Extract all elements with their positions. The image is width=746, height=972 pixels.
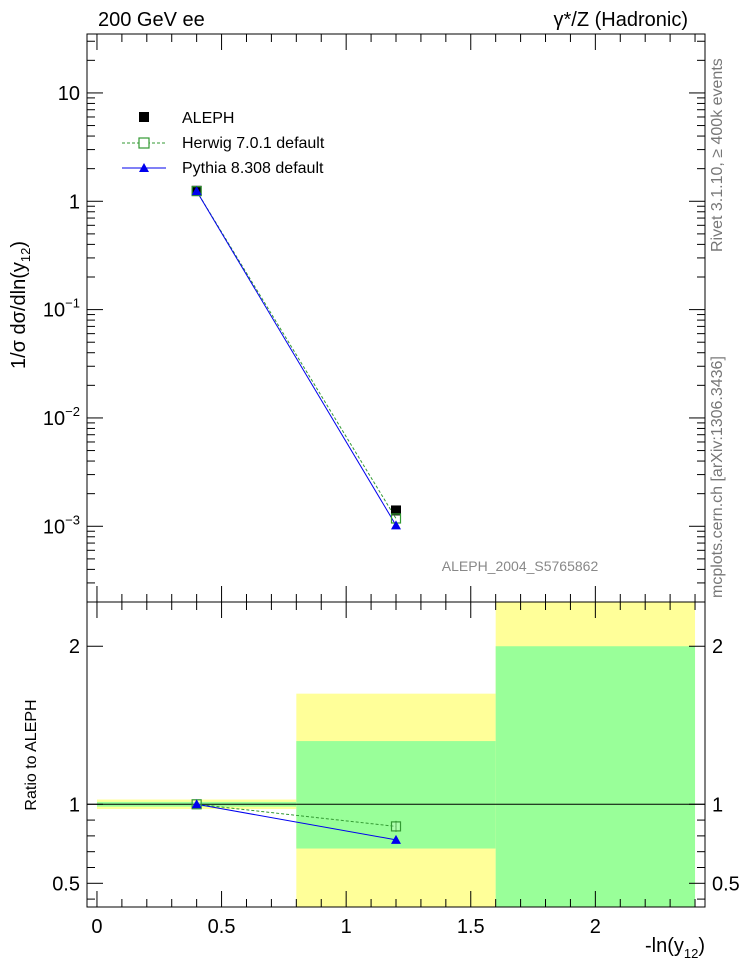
x-axis-title: -ln(y12) — [645, 935, 705, 961]
main-y-title-sub: 12 — [18, 248, 33, 262]
main-y-tick-label: 10−2 — [43, 404, 80, 430]
x-title-sub: 12 — [684, 946, 698, 961]
herwig-main-line — [196, 190, 397, 519]
x-title-close: ) — [698, 935, 705, 957]
legend-pythia-label: Pythia 8.308 default — [182, 160, 324, 177]
main-y-tick-label: 10 — [58, 83, 80, 105]
herwig-ratio-point — [390, 821, 402, 832]
main-y-tick-base: 10 — [43, 408, 65, 430]
ratio-y-tick-labels-right: 210.5 — [712, 636, 740, 895]
legend: ALEPH Herwig 7.0.1 default Pythia 8.308 … — [122, 110, 325, 177]
x-title-main: -ln(y — [645, 935, 684, 957]
x-tick-labels: 0 0.5 1 1.5 2 — [91, 916, 601, 938]
x-tick-label: 2 — [590, 916, 601, 938]
legend-pythia-marker — [139, 163, 149, 172]
pythia-main-point — [391, 520, 401, 530]
ratio-y-tick-labels-left: 210.5 — [52, 636, 80, 895]
pythia-main-point — [191, 186, 202, 196]
legend-aleph-label: ALEPH — [182, 110, 234, 127]
main-y-tick-exponent: −1 — [65, 296, 80, 311]
ratio-y-tick-label-left: 0.5 — [52, 873, 80, 895]
main-y-tick-exponent: −3 — [65, 512, 80, 527]
pythia-ratio-point — [191, 799, 202, 809]
ratio-panel: 210.5 210.5 0 0.5 1 1.5 2 — [52, 601, 740, 938]
uncertainty-bands — [96, 602, 696, 907]
main-y-tick-label: 1 — [69, 191, 80, 213]
analysis-label: ALEPH_2004_S5765862 — [442, 558, 599, 574]
ratio-band-inner — [296, 741, 496, 849]
legend-herwig-label: Herwig 7.0.1 default — [182, 135, 325, 152]
header-left-title: 200 GeV ee — [98, 9, 205, 31]
pythia-ratio-point — [391, 834, 401, 844]
ratio-band-inner — [495, 646, 696, 907]
main-y-tick-exponent: −2 — [65, 404, 80, 419]
x-tick-label: 1.5 — [457, 916, 485, 938]
x-tick-label: 1 — [341, 916, 352, 938]
pythia-ratio-line — [196, 803, 397, 841]
main-y-tick-label: 10−1 — [43, 296, 80, 322]
herwig-ratio-line — [196, 803, 397, 827]
ratio-y-tick-label-left: 1 — [69, 794, 80, 816]
legend-aleph-marker — [139, 112, 149, 122]
main-frame — [86, 33, 706, 603]
ratio-series — [191, 799, 402, 844]
ratio-y-tick-label-right: 1 — [712, 794, 723, 816]
legend-herwig-marker — [138, 137, 150, 149]
ratio-y-tick-label-left: 2 — [69, 636, 80, 658]
x-tick-label: 0.5 — [208, 916, 236, 938]
ratio-y-tick-label-right: 0.5 — [712, 873, 740, 895]
pythia-main-line — [196, 190, 397, 526]
ratio-axis-ticks — [87, 602, 705, 907]
main-y-axis-title: 1/σ dσ/dln(y12) — [8, 241, 33, 369]
main-y-tick-label: 10−3 — [43, 512, 80, 538]
ratio-frame — [86, 601, 706, 908]
header-right-title: γ*/Z (Hadronic) — [554, 9, 688, 31]
main-y-tick-base: 10 — [43, 516, 65, 538]
aleph-main-point — [391, 505, 401, 516]
rivet-version-label: Rivet 3.1.10, ≥ 400k events — [709, 58, 726, 252]
ratio-y-axis-title: Ratio to ALEPH — [23, 699, 40, 810]
x-tick-label: 0 — [91, 916, 102, 938]
main-y-tick-base: 10 — [43, 300, 65, 322]
main-axis-ticks — [87, 34, 705, 603]
ratio-y-tick-label-right: 2 — [712, 636, 723, 658]
source-label: mcplots.cern.ch [arXiv:1306.3436] — [709, 356, 726, 598]
main-y-title-main: 1/σ dσ/dln(y — [8, 262, 30, 369]
main-y-title-close: ) — [8, 241, 30, 248]
